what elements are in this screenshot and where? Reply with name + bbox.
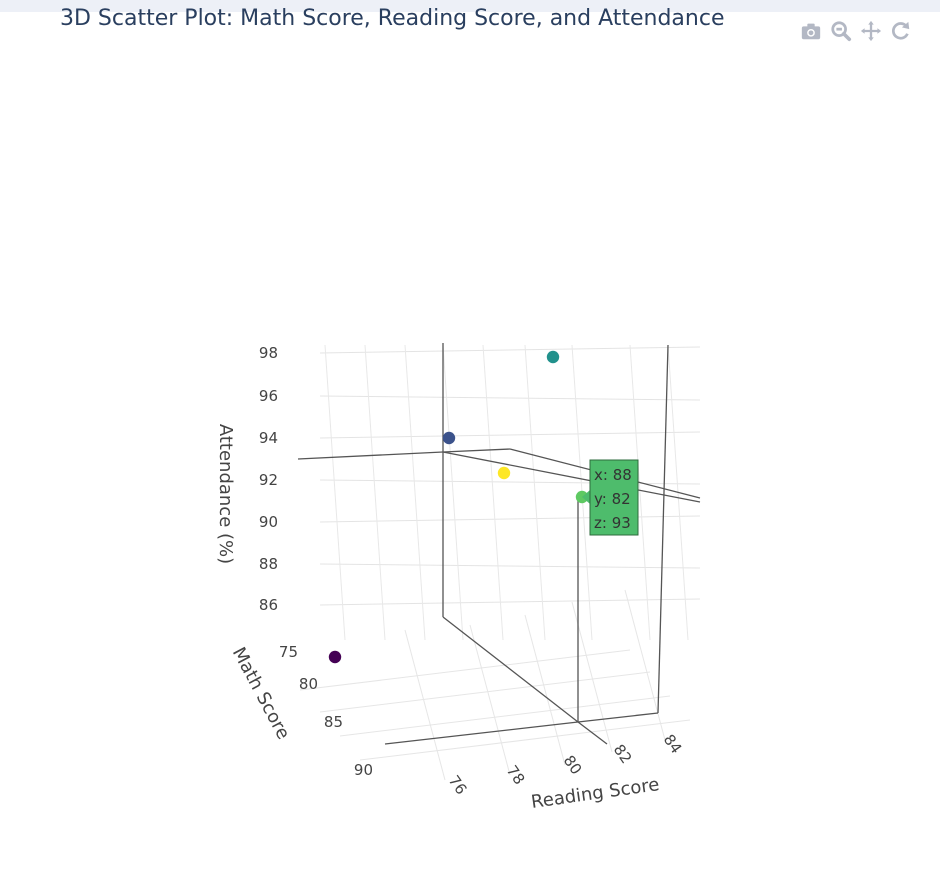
hover-pointer <box>582 490 590 504</box>
reset-icon <box>891 21 910 40</box>
z-tick-label: 98 <box>259 344 278 362</box>
top-bar <box>0 0 940 12</box>
camera-button[interactable] <box>796 18 826 44</box>
grid-line-v <box>324 344 346 641</box>
y-tick-label: 80 <box>299 675 318 693</box>
z-tick-label: 94 <box>259 429 278 447</box>
axis-box-edges <box>297 343 701 745</box>
grid-line-v <box>364 344 386 641</box>
grid-line-floor <box>524 614 566 766</box>
y-tick-label: 85 <box>324 713 343 731</box>
axis-edge <box>442 451 701 503</box>
z-tick-label: 88 <box>259 555 278 573</box>
grid-line-z <box>319 431 701 439</box>
z-axis-title: Attendance (%) <box>215 424 236 564</box>
pan-icon <box>860 20 882 42</box>
grid-line-v <box>482 344 504 641</box>
pan-button[interactable] <box>856 18 886 44</box>
x-tick-label: 80 <box>560 752 586 778</box>
x-tick-label: 76 <box>445 772 471 798</box>
z-tick-label: 92 <box>259 471 278 489</box>
reset-button[interactable] <box>886 18 916 44</box>
chart-title: 3D Scatter Plot: Math Score, Reading Sco… <box>60 6 725 31</box>
hover-text: x: 88 <box>594 466 632 484</box>
x-axis-title: Reading Score <box>530 774 661 813</box>
grid-line-v <box>524 344 546 641</box>
zoom-icon <box>831 21 852 42</box>
axis-edge <box>577 721 608 745</box>
grid-line-floor <box>624 589 666 741</box>
data-point <box>497 466 511 480</box>
data-point <box>546 350 560 364</box>
grid-line-floor <box>404 629 446 781</box>
grid-line-floor <box>571 601 613 753</box>
grid-line-floor <box>299 649 631 691</box>
axis-edge <box>384 721 579 745</box>
grid-line-v <box>629 344 651 641</box>
axis-edge <box>657 344 669 714</box>
grid-line-v <box>404 344 426 641</box>
grid-line-floor <box>359 719 691 761</box>
z-tick-label: 86 <box>259 596 278 614</box>
grid-line-floor <box>319 671 651 713</box>
zoom-button[interactable] <box>826 18 856 44</box>
y-tick-label: 90 <box>354 761 373 779</box>
grid-line-z <box>319 563 701 569</box>
hover-box <box>589 459 639 536</box>
axis-edge <box>297 451 444 460</box>
z-tick-label: 96 <box>259 387 278 405</box>
data-point <box>328 650 342 664</box>
grid-line-v <box>442 344 464 641</box>
z-tick-label: 90 <box>259 513 278 531</box>
axis-edge <box>442 616 579 723</box>
axis-edge <box>442 448 511 453</box>
data-point <box>442 431 456 445</box>
camera-icon <box>801 23 821 40</box>
hover-text: y: 82 <box>594 490 631 508</box>
grid-line-z <box>319 395 701 401</box>
hover-text: z: 93 <box>594 514 631 532</box>
grid-line-floor <box>469 624 511 776</box>
x-tick-label: 78 <box>503 762 529 788</box>
grid-line-floor <box>339 695 671 737</box>
grid-line-z <box>319 346 701 354</box>
modebar <box>796 18 940 44</box>
data-points <box>328 350 589 664</box>
hover-tooltip: x: 88 y: 82 z: 93 <box>582 459 639 536</box>
grid-line-z <box>319 598 701 606</box>
axis-edge <box>577 712 659 723</box>
x-tick-label: 82 <box>610 741 636 767</box>
y-tick-label: 75 <box>279 643 298 661</box>
